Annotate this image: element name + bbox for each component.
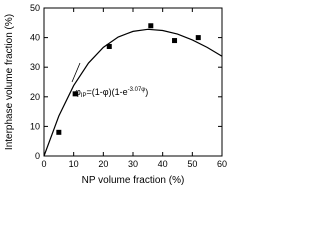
y-tick-label: 40	[30, 33, 40, 43]
data-point	[148, 23, 154, 29]
annotation-main: =(1-φ)(1-e	[87, 87, 128, 97]
data-point	[172, 38, 178, 44]
x-tick-label: 30	[128, 159, 138, 169]
data-point	[106, 43, 112, 49]
x-tick-label: 0	[41, 159, 46, 169]
plot-frame	[43, 7, 223, 157]
y-tick-label: 10	[30, 121, 40, 131]
annotation: φIP=(1-φ)(1-e-3.07φ)	[75, 87, 148, 99]
fit-curve	[43, 28, 223, 157]
annotation-end: )	[145, 87, 148, 97]
annotation-base: φ	[75, 87, 81, 97]
annotation-sub: IP	[81, 93, 87, 99]
chart: NP volume fraction (%) Interphase volume…	[4, 3, 227, 186]
annotation-leader	[71, 62, 81, 83]
y-tick-label: 0	[35, 151, 40, 161]
x-axis-title: NP volume fraction (%)	[82, 175, 185, 186]
x-tick-label: 20	[98, 159, 108, 169]
data-point	[195, 35, 201, 41]
y-tick-label: 20	[30, 92, 40, 102]
y-tick-label: 50	[30, 3, 40, 13]
x-tick-label: 10	[69, 159, 79, 169]
y-tick-label: 30	[30, 62, 40, 72]
x-tick-label: 40	[158, 159, 168, 169]
x-tick-label: 60	[217, 159, 227, 169]
data-point	[72, 91, 78, 97]
x-tick-label: 50	[187, 159, 197, 169]
annotation-sup: -3.07φ	[128, 87, 146, 93]
y-axis-title: Interphase volume fraction (%)	[4, 14, 15, 150]
data-point	[56, 129, 62, 135]
